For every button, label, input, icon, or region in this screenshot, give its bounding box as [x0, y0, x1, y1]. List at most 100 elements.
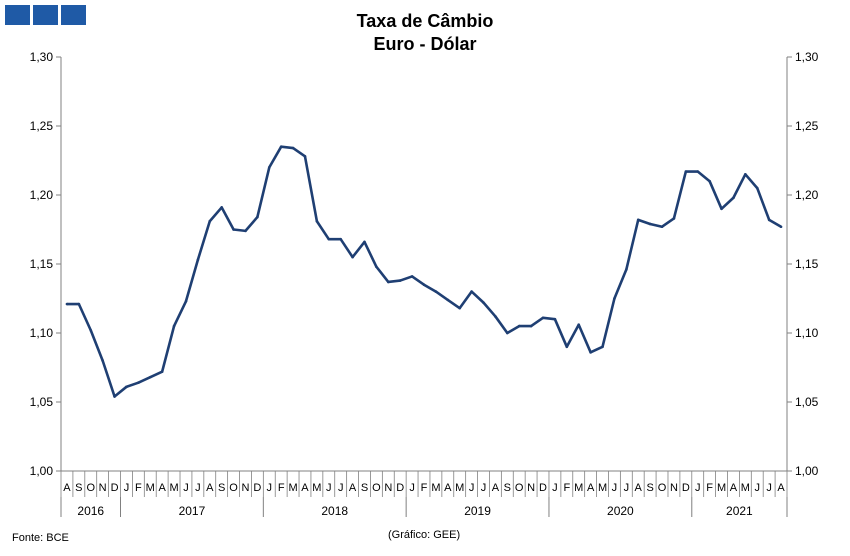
data-point	[506, 331, 509, 335]
data-point	[220, 206, 223, 209]
month-label: J	[766, 482, 772, 494]
month-label: J	[552, 482, 558, 494]
data-point	[648, 222, 652, 226]
logo-square-3	[61, 5, 86, 25]
data-point	[279, 145, 283, 148]
month-label: J	[267, 482, 273, 494]
data-point	[244, 229, 247, 233]
data-point	[589, 351, 592, 354]
month-label: M	[574, 482, 583, 494]
month-label: D	[682, 482, 690, 494]
data-point	[720, 207, 723, 211]
month-label: J	[195, 482, 201, 494]
logo-square-2	[33, 5, 58, 25]
data-point	[125, 385, 128, 389]
exchange-rate-line	[66, 145, 782, 398]
data-point	[172, 324, 176, 328]
month-label: A	[492, 482, 500, 494]
month-label: N	[241, 482, 249, 494]
year-label: 2021	[726, 504, 753, 518]
month-label: M	[717, 482, 726, 494]
year-label: 2018	[321, 504, 348, 518]
data-point	[160, 370, 164, 373]
data-point	[541, 316, 545, 320]
data-point	[196, 258, 200, 262]
month-label: O	[515, 482, 524, 494]
data-point	[458, 306, 462, 310]
month-label: A	[63, 482, 71, 494]
month-label: S	[361, 482, 368, 494]
data-point	[577, 323, 581, 327]
data-point	[553, 317, 557, 321]
month-label: S	[75, 482, 82, 494]
month-label: M	[146, 482, 155, 494]
month-label: S	[218, 482, 225, 494]
data-point	[732, 196, 735, 200]
data-point	[434, 290, 438, 293]
data-point	[613, 297, 616, 300]
data-point	[303, 155, 307, 158]
month-label: S	[504, 482, 511, 494]
month-label: A	[444, 482, 452, 494]
data-point	[410, 275, 414, 278]
data-point	[256, 215, 259, 219]
month-label: A	[301, 482, 309, 494]
data-point	[291, 146, 295, 150]
y-tick-label-left: 1,00	[30, 464, 54, 478]
y-tick-label-left: 1,25	[30, 119, 54, 133]
data-point	[684, 170, 688, 173]
month-label: N	[384, 482, 392, 494]
month-label: J	[124, 482, 130, 494]
chart-title: Taxa de Câmbio Euro - Dólar	[0, 10, 850, 56]
data-point	[767, 218, 771, 222]
month-label: O	[658, 482, 667, 494]
chart-title-line2: Euro - Dólar	[373, 34, 477, 54]
month-label: J	[338, 482, 344, 494]
month-label: D	[253, 482, 261, 494]
data-point	[398, 279, 402, 282]
data-point	[755, 186, 759, 190]
month-label: F	[706, 482, 713, 494]
month-label: J	[481, 482, 487, 494]
month-label: A	[349, 482, 357, 494]
month-label: M	[312, 482, 321, 494]
data-point	[101, 359, 104, 362]
data-point	[422, 283, 426, 287]
data-point	[708, 179, 711, 183]
data-point	[315, 219, 319, 223]
data-point	[779, 225, 783, 229]
month-label: O	[229, 482, 238, 494]
data-point	[636, 218, 640, 222]
month-label: D	[539, 482, 547, 494]
data-point	[744, 173, 747, 176]
year-label: 2016	[77, 504, 104, 518]
month-label: F	[135, 482, 142, 494]
month-label: A	[777, 482, 785, 494]
data-point	[387, 280, 390, 284]
month-label: J	[469, 482, 475, 494]
y-tick-label-left: 1,20	[30, 188, 54, 202]
month-label: J	[183, 482, 189, 494]
data-point	[232, 228, 235, 231]
gee-logo	[5, 5, 86, 25]
month-label: F	[421, 482, 428, 494]
month-label: J	[326, 482, 332, 494]
y-tick-label-left: 1,15	[30, 257, 54, 271]
data-point	[137, 381, 140, 384]
data-point	[77, 302, 81, 306]
y-tick-label-right: 1,20	[795, 188, 819, 202]
y-tick-label-right: 1,00	[795, 464, 819, 478]
data-point	[446, 298, 450, 302]
month-label: J	[695, 482, 701, 494]
y-tick-label-right: 1,30	[795, 50, 819, 64]
month-label: N	[670, 482, 678, 494]
data-point	[327, 237, 331, 241]
y-tick-label-right: 1,25	[795, 119, 819, 133]
data-point	[601, 345, 604, 349]
month-label: J	[754, 482, 760, 494]
data-point	[672, 217, 676, 220]
data-point	[363, 240, 366, 244]
month-label: A	[635, 482, 643, 494]
data-point	[89, 328, 93, 332]
